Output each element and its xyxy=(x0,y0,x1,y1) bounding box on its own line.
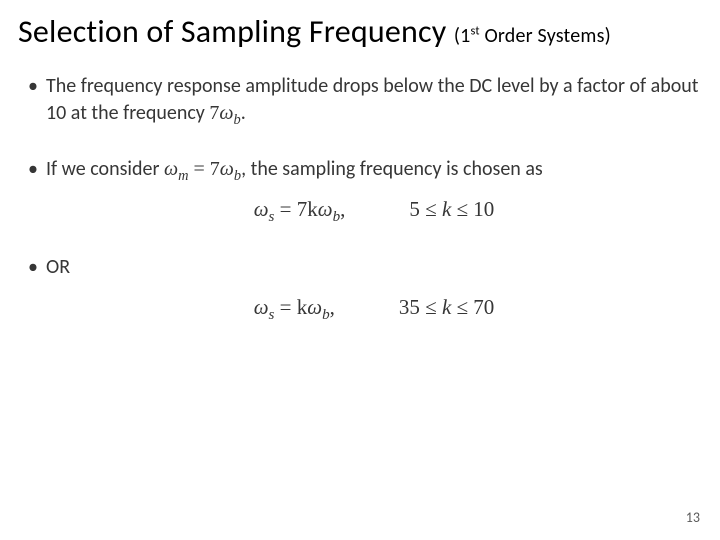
slide-title: Selection of Sampling Frequency (1st Ord… xyxy=(18,14,702,49)
bullet-1: The frequency response amplitude drops b… xyxy=(46,73,702,126)
equation-1: ωs = 7kωb,5 ≤ k ≤ 10 xyxy=(46,196,702,224)
page-number: 13 xyxy=(686,509,700,526)
bullet-list: The frequency response amplitude drops b… xyxy=(18,73,702,322)
bullet-3: OR ωs = kωb,35 ≤ k ≤ 70 xyxy=(46,254,702,322)
b3-text: OR xyxy=(46,255,70,279)
title-main: Selection of Sampling Frequency xyxy=(18,12,446,51)
b2-text-2: , the sampling frequency is chosen as xyxy=(241,157,543,181)
b2-text-1: If we consider xyxy=(46,157,164,181)
bullet-2: If we consider ωm = 7ωb, the sampling fr… xyxy=(46,156,702,224)
equation-2: ωs = kωb,35 ≤ k ≤ 70 xyxy=(46,294,702,322)
b1-text: The frequency response amplitude drops b… xyxy=(46,74,698,124)
slide-container: Selection of Sampling Frequency (1st Ord… xyxy=(0,0,720,540)
title-sub: (1st Order Systems) xyxy=(454,24,611,48)
